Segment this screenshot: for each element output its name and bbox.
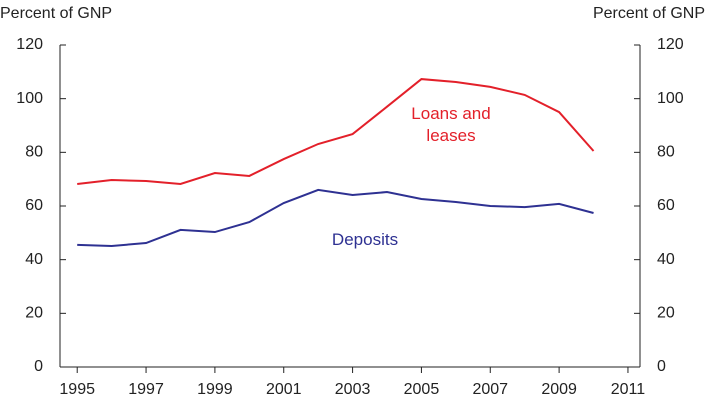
y-tick-label: 40 xyxy=(25,251,43,268)
y-axis-label: Percent of GNP xyxy=(0,5,112,22)
y2-tick-label: 60 xyxy=(657,197,675,214)
series-line xyxy=(77,78,595,186)
x-tick-label: 2009 xyxy=(541,381,577,398)
y2-axis-label: Percent of GNP xyxy=(593,5,705,22)
y-tick-label: 100 xyxy=(16,90,43,107)
y2-tick-label: 120 xyxy=(657,36,684,53)
x-tick-label: 1997 xyxy=(128,381,164,398)
x-tick-label: 2001 xyxy=(266,381,302,398)
series-label: Loans and leases xyxy=(411,104,491,145)
y2-tick-label: 0 xyxy=(657,358,666,375)
x-tick-label: 2011 xyxy=(611,381,646,398)
series-label: Deposits xyxy=(331,230,399,249)
y2-tick-label: 80 xyxy=(657,144,675,161)
x-tick-label: 2003 xyxy=(335,381,371,398)
x-tick-label: 1995 xyxy=(59,381,95,398)
y2-tick-label: 20 xyxy=(657,305,675,322)
y-tick-label: 20 xyxy=(25,305,43,322)
y-tick-label: 0 xyxy=(34,358,43,375)
x-tick-label: 2007 xyxy=(472,381,508,398)
y-tick-label: 80 xyxy=(25,144,43,161)
x-tick-label: 2005 xyxy=(404,381,440,398)
y-tick-label: 120 xyxy=(16,36,43,53)
y-tick-label: 60 xyxy=(25,197,43,214)
y2-tick-label: 40 xyxy=(657,251,675,268)
y2-tick-label: 100 xyxy=(657,90,684,107)
x-tick-label: 1999 xyxy=(197,381,233,398)
series-line xyxy=(77,188,594,247)
